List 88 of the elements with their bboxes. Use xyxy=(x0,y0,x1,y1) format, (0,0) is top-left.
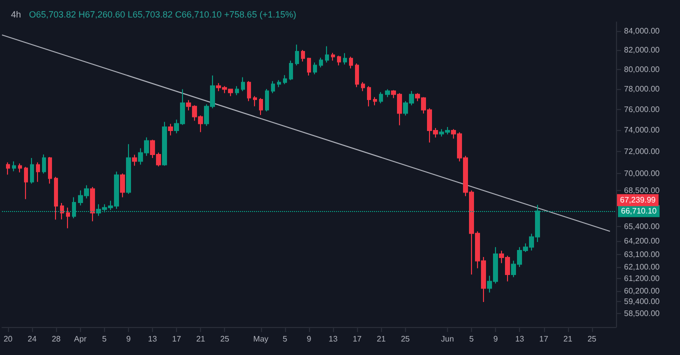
x-tick-label: 9 xyxy=(306,334,312,344)
candlestick xyxy=(235,86,239,96)
candlestick xyxy=(277,80,281,88)
x-tick-label: 5 xyxy=(102,334,108,344)
x-tick-label: 13 xyxy=(328,334,338,344)
candlestick xyxy=(54,176,58,220)
candlestick xyxy=(168,123,173,136)
candlestick xyxy=(313,62,317,75)
candlestick xyxy=(48,156,52,184)
y-tick-label: 60,200.00 xyxy=(624,286,660,296)
candlestick xyxy=(319,57,323,68)
y-tick-label: 74,000.00 xyxy=(624,126,660,135)
text: 67,239.99 xyxy=(620,196,656,205)
candlestick xyxy=(301,50,305,62)
candlestick xyxy=(373,96,377,106)
y-tick-label: 58,500.00 xyxy=(624,309,660,318)
candlestick xyxy=(331,52,335,62)
x-tick-label: 20 xyxy=(4,334,14,344)
candlestick xyxy=(120,173,125,198)
candlestick xyxy=(325,46,329,64)
y-tick-label: 82,000.00 xyxy=(624,46,660,55)
x-tick-label: 24 xyxy=(28,334,38,344)
candlestick xyxy=(355,62,359,88)
candlestick xyxy=(295,44,299,66)
y-tick-label: 64,200.00 xyxy=(624,236,660,246)
y-tick-label: 76,000.00 xyxy=(624,104,660,114)
candlestick xyxy=(367,86,371,107)
candlestick xyxy=(66,207,70,229)
y-tick-label: 59,400.00 xyxy=(624,297,660,306)
ref-line-label: 66,710.10 xyxy=(621,206,658,216)
candlestick xyxy=(42,154,46,174)
x-tick-label: 13 xyxy=(148,334,158,344)
candlestick xyxy=(60,202,64,220)
y-tick-label: 61,200.00 xyxy=(624,274,660,283)
candlestick xyxy=(162,121,167,166)
y-tick-label: 70,000.00 xyxy=(624,169,660,178)
y-tick-label: 72,000.00 xyxy=(624,147,660,156)
candlestick xyxy=(259,98,263,116)
x-tick-label: 9 xyxy=(126,334,132,344)
x-tick-label: 9 xyxy=(493,334,498,344)
candlestick xyxy=(349,56,353,69)
chart-title: 4h xyxy=(11,10,22,20)
chart-subtitle: O65,703.82 H67,260.60 L65,703.82 C66,710.10 +758.65 (+1.15%) xyxy=(29,10,296,20)
candlestick xyxy=(343,52,347,65)
candlestick xyxy=(12,160,16,172)
candlestick xyxy=(271,80,275,94)
candlestick xyxy=(90,186,95,222)
candlestick xyxy=(126,144,131,194)
x-tick-label: 25 xyxy=(400,334,410,344)
x-tick-label: 21 xyxy=(563,334,573,344)
y-tick-label: 84,000.00 xyxy=(624,26,660,36)
x-tick-label: 25 xyxy=(587,334,597,344)
y-tick-label: 65,400.00 xyxy=(624,222,660,232)
candlestick xyxy=(247,80,251,102)
x-tick-label: 5 xyxy=(282,334,288,344)
x-tick-label: 17 xyxy=(172,334,182,344)
x-tick-label: 17 xyxy=(352,334,362,344)
y-tick-label: 68,500.00 xyxy=(624,186,660,195)
x-tick-label: Apr xyxy=(74,334,87,344)
candlestick xyxy=(379,92,383,104)
x-tick-label: 21 xyxy=(196,334,206,344)
x-tick-label: May xyxy=(253,334,268,344)
candlestick xyxy=(18,163,22,173)
y-tick-label: 80,000.00 xyxy=(624,64,660,74)
candlestick xyxy=(30,158,34,184)
candlestick xyxy=(385,88,390,98)
y-tick-label: 63,100.00 xyxy=(624,250,660,259)
candlestick xyxy=(283,74,287,85)
x-tick-label: 25 xyxy=(220,334,230,344)
x-tick-label: 28 xyxy=(52,334,62,344)
candlestick xyxy=(337,55,341,66)
x-tick-label: Jun xyxy=(441,334,454,344)
candlestick xyxy=(6,162,10,176)
x-tick-label: 5 xyxy=(469,334,474,344)
candlestick xyxy=(132,154,137,166)
candlestick xyxy=(361,82,365,92)
x-tick-label: 17 xyxy=(539,334,549,344)
y-tick-label: 62,100.00 xyxy=(624,262,660,272)
candlestick xyxy=(289,60,293,81)
x-tick-label: 21 xyxy=(376,334,386,344)
candlestick xyxy=(241,76,245,92)
candlestick xyxy=(36,162,40,182)
candlestick xyxy=(307,57,311,76)
candlestick xyxy=(24,166,28,200)
y-tick-label: 78,000.00 xyxy=(624,84,660,94)
candlestick xyxy=(265,88,269,112)
x-tick-label: 13 xyxy=(515,334,525,344)
candlestick xyxy=(253,96,257,107)
